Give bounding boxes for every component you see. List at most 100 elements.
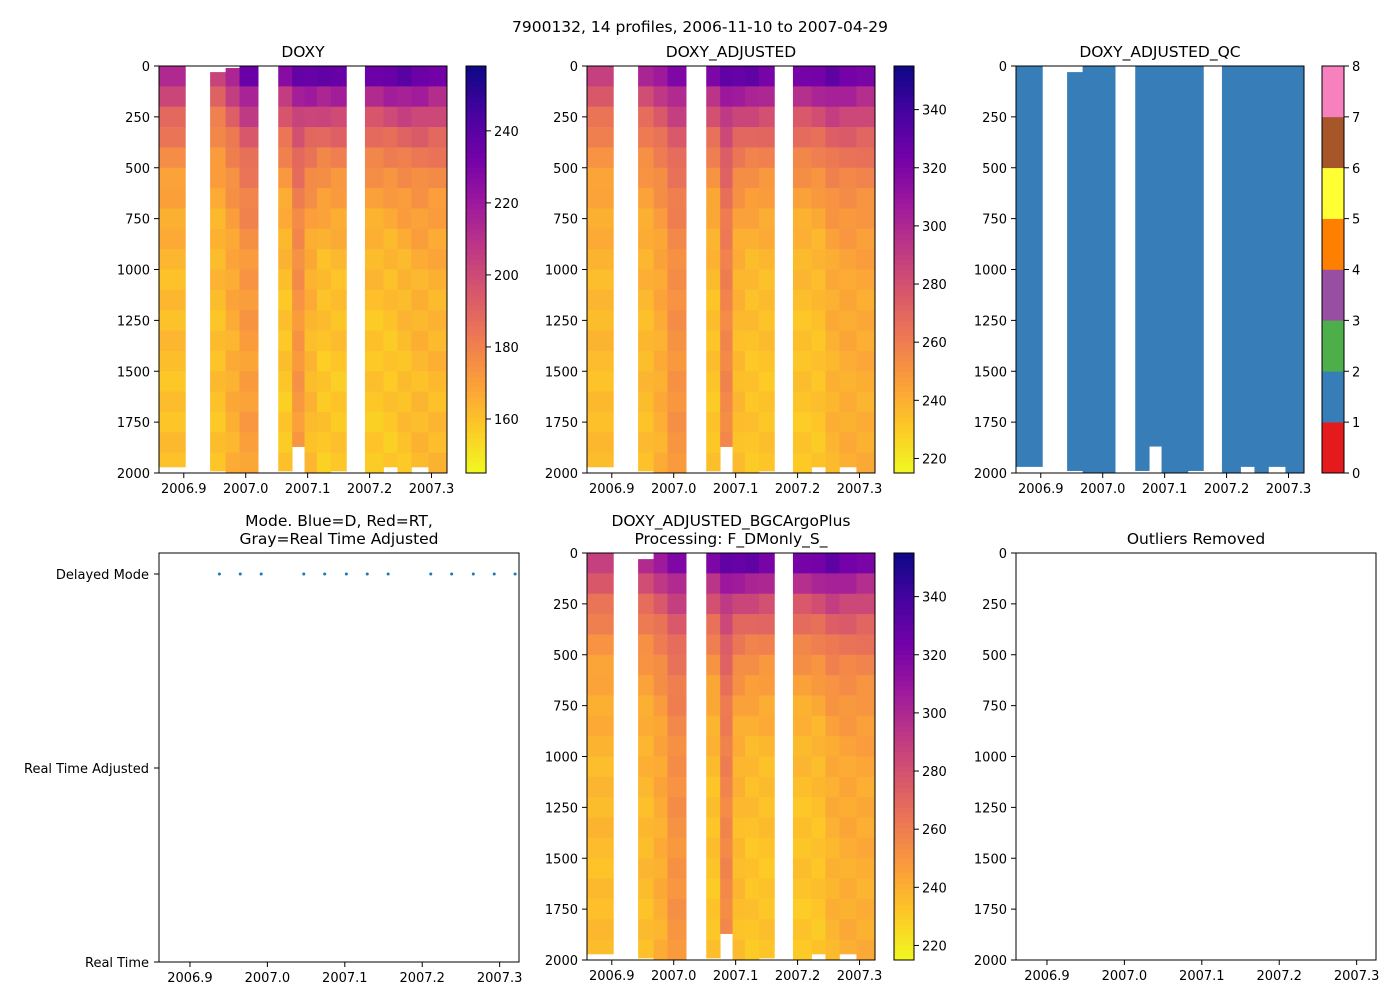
heatmap-cell [653, 249, 668, 270]
colorbar-step [894, 649, 914, 656]
heatmap-cell [720, 188, 733, 209]
heatmap-cell [720, 675, 733, 696]
qc-cell [1285, 66, 1305, 473]
heatmap-cell [159, 228, 186, 250]
bgcargoplus-colorbar: 220 240 260 280 300 320 340 [893, 552, 947, 961]
heatmap-cell [720, 228, 733, 250]
heatmap-cell [292, 147, 305, 169]
heatmap-cell [638, 411, 654, 433]
heatmap-cell [667, 715, 687, 737]
heatmap-cell [720, 756, 733, 778]
heatmap-cell [638, 86, 654, 108]
heatmap-cell [758, 269, 775, 291]
heatmap-cell [383, 208, 398, 230]
colorbar-step [466, 371, 486, 377]
colorbar-step [894, 614, 914, 620]
heatmap-cell [225, 350, 240, 372]
heatmap-cell [758, 553, 775, 574]
heatmap-cell [638, 695, 654, 717]
colorbar-step [894, 771, 914, 778]
heatmap-cell [811, 147, 826, 169]
heatmap-cell [811, 269, 826, 291]
heatmap-cell [825, 553, 840, 574]
colorbar-step [894, 629, 914, 635]
heatmap-cell [825, 614, 840, 635]
heatmap-cell [397, 330, 412, 352]
heatmap-cell [278, 106, 293, 128]
colorbar-step [466, 396, 486, 403]
colorbar-step [894, 710, 914, 717]
heatmap-cell [792, 411, 812, 433]
heatmap-cell [720, 310, 733, 331]
x-tick-label: 2007.0 [1080, 482, 1126, 497]
colorbar-step [894, 376, 914, 382]
heatmap-cell [758, 837, 775, 859]
qc-swatch [1322, 371, 1344, 423]
heatmap-cell [667, 310, 687, 331]
heatmap-cell [587, 614, 614, 635]
heatmap-cell [811, 371, 826, 392]
heatmap-cell [744, 797, 760, 818]
heatmap-cell [411, 371, 429, 392]
colorbar-tick-label: 220 [494, 197, 519, 212]
heatmap-cell [653, 432, 668, 454]
heatmap-cell [811, 106, 826, 128]
heatmap-cell [210, 310, 226, 331]
heatmap-cell [225, 167, 240, 189]
heatmap-cell [856, 350, 876, 372]
heatmap-cell [825, 330, 840, 352]
heatmap-cell [706, 208, 721, 230]
colorbar-step [466, 391, 486, 398]
heatmap-cell [706, 736, 721, 757]
heatmap-cell [825, 776, 840, 798]
heatmap-cell [811, 86, 826, 108]
colorbar-step [466, 238, 486, 245]
heatmap-cell [397, 411, 412, 433]
heatmap-cell [587, 310, 614, 331]
heatmap-cell [397, 127, 412, 148]
colorbar-tick-label: 280 [922, 765, 947, 780]
colorbar-step [894, 787, 914, 793]
colorbar-step [894, 568, 914, 574]
colorbar-step [466, 223, 486, 230]
colorbar-step [894, 132, 914, 138]
heatmap-cell [330, 391, 347, 413]
heatmap-cell [732, 878, 746, 900]
heatmap-cell [292, 208, 305, 230]
colorbar-step [894, 848, 914, 854]
heatmap-cell [706, 106, 721, 128]
heatmap-cell [304, 147, 318, 169]
heatmap-cell [744, 593, 760, 615]
heatmap-cell [758, 66, 775, 87]
heatmap-cell [330, 66, 347, 87]
heatmap-cell [364, 147, 384, 169]
heatmap-cell [278, 167, 293, 189]
heatmap-cell [811, 695, 826, 717]
y-tick-label: 250 [553, 598, 578, 613]
mode-point [471, 572, 475, 576]
heatmap-cell [428, 86, 448, 108]
heatmap-cell [856, 837, 876, 859]
heatmap-cell [638, 776, 654, 798]
colorbar-step [894, 305, 914, 311]
colorbar-step [894, 406, 914, 413]
heatmap-cell [856, 715, 876, 737]
heatmap-cell [364, 411, 384, 433]
qc-cell [1096, 66, 1116, 473]
heatmap-cell [364, 228, 384, 250]
heatmap-cell [792, 553, 812, 574]
heatmap-cell [839, 776, 857, 798]
heatmap-cell [744, 391, 760, 413]
heatmap-cell [667, 919, 687, 941]
heatmap-cell [706, 391, 721, 413]
colorbar-step [894, 167, 914, 174]
colorbar-step [894, 294, 914, 301]
heatmap-cell [706, 817, 721, 839]
heatmap-cell [239, 66, 259, 87]
heatmap-cell [638, 127, 654, 148]
heatmap-cell [720, 919, 733, 934]
colorbar-tick-label: 6 [1352, 162, 1360, 177]
y-tick-label: 2000 [974, 954, 1007, 969]
heatmap-cell [744, 350, 760, 372]
